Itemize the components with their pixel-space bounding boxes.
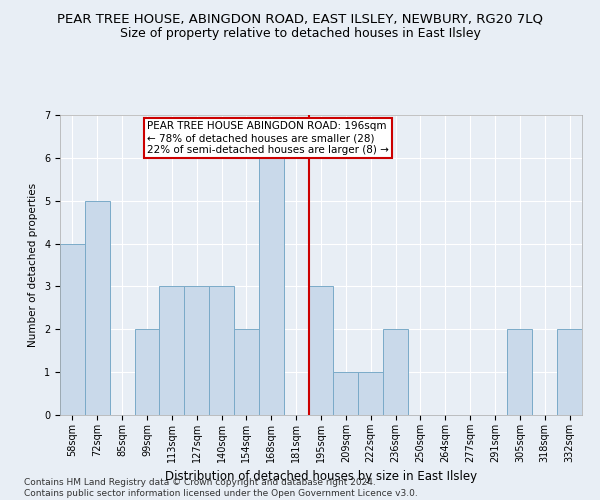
Bar bbox=[557, 330, 582, 415]
Bar bbox=[60, 244, 85, 415]
Text: PEAR TREE HOUSE ABINGDON ROAD: 196sqm
← 78% of detached houses are smaller (28)
: PEAR TREE HOUSE ABINGDON ROAD: 196sqm ← … bbox=[147, 122, 389, 154]
X-axis label: Distribution of detached houses by size in East Ilsley: Distribution of detached houses by size … bbox=[165, 470, 477, 484]
Bar bbox=[334, 372, 358, 415]
Bar bbox=[209, 286, 234, 415]
Text: Contains HM Land Registry data © Crown copyright and database right 2024.
Contai: Contains HM Land Registry data © Crown c… bbox=[24, 478, 418, 498]
Bar bbox=[134, 330, 160, 415]
Bar bbox=[508, 330, 532, 415]
Bar bbox=[383, 330, 408, 415]
Bar bbox=[358, 372, 383, 415]
Text: PEAR TREE HOUSE, ABINGDON ROAD, EAST ILSLEY, NEWBURY, RG20 7LQ: PEAR TREE HOUSE, ABINGDON ROAD, EAST ILS… bbox=[57, 12, 543, 26]
Bar bbox=[234, 330, 259, 415]
Bar bbox=[259, 158, 284, 415]
Bar bbox=[160, 286, 184, 415]
Bar bbox=[85, 200, 110, 415]
Text: Size of property relative to detached houses in East Ilsley: Size of property relative to detached ho… bbox=[119, 28, 481, 40]
Bar bbox=[184, 286, 209, 415]
Bar bbox=[308, 286, 334, 415]
Y-axis label: Number of detached properties: Number of detached properties bbox=[28, 183, 38, 347]
